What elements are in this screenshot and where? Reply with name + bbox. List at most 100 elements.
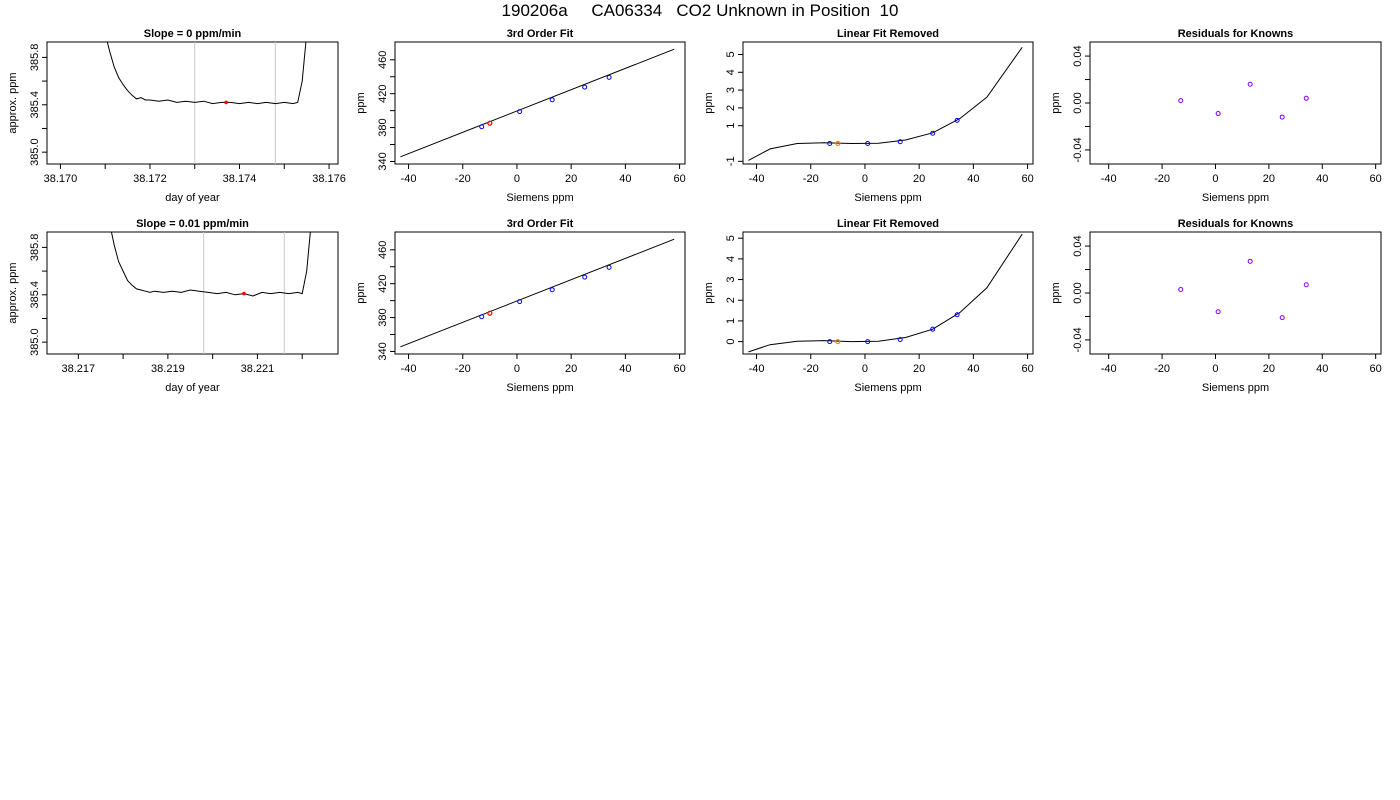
x-axis-label: Siemens ppm — [1202, 382, 1269, 394]
residual-point — [1279, 114, 1285, 120]
known-standard-point — [954, 117, 960, 123]
known-standard-point — [549, 287, 555, 293]
known-standard-point — [865, 339, 871, 345]
plot-frame — [1089, 231, 1382, 355]
x-axis: -40 -20 0 20 40 60 — [401, 164, 686, 185]
plot-area — [400, 48, 675, 158]
panel-title: 3rd Order Fit — [507, 28, 574, 40]
x-tick-label: 0 — [514, 173, 520, 185]
unknown-mean-point — [224, 100, 228, 105]
x-axis: -40 -20 0 20 40 60 — [401, 354, 686, 375]
x-axis-label: Siemens ppm — [506, 382, 573, 394]
x-tick-label: -20 — [455, 173, 471, 185]
unknown-sample-point — [487, 310, 493, 316]
y-tick-label: 385.0 — [29, 138, 41, 166]
x-tick-label: -20 — [1154, 173, 1170, 185]
panel-title: 3rd Order Fit — [507, 218, 574, 230]
plot-frame — [46, 41, 339, 165]
x-tick-label: 40 — [967, 173, 979, 185]
x-tick-label: 20 — [1263, 173, 1275, 185]
x-tick-label: 38.176 — [312, 173, 346, 185]
known-standard-point — [582, 84, 588, 90]
panel-2: 3rd Order Fit -40 -20 0 20 40 60 Siemens ppm 340… — [355, 28, 686, 204]
unknown-sample-point — [487, 120, 493, 126]
x-tick-label: 38.174 — [223, 173, 257, 185]
x-tick-label: 60 — [1370, 173, 1382, 185]
plot-area — [748, 47, 1023, 161]
x-axis: 38.170 38.172 38.174 38.176 — [44, 164, 346, 185]
x-tick-label: -20 — [455, 363, 471, 375]
fit-curve — [400, 238, 675, 348]
plot-area — [748, 233, 1023, 353]
plot-frame — [394, 41, 686, 165]
page-title: 190206a CA06334 CO2 Unknown in Position … — [501, 1, 899, 20]
x-tick-label: 38.170 — [44, 173, 78, 185]
x-tick-label: -20 — [1154, 363, 1170, 375]
panel-3: Linear Fit Removed -40 -20 0 20 40 60 Siemens p… — [703, 28, 1034, 204]
x-tick-label: 38.219 — [151, 363, 185, 375]
plot-area — [400, 238, 675, 348]
known-standard-point — [930, 326, 936, 332]
x-tick-label: 40 — [1316, 363, 1328, 375]
y-tick-label: 2 — [725, 105, 737, 111]
residual-point — [1303, 95, 1309, 101]
y-axis: 385.0 385.4 385.8 — [29, 234, 47, 356]
y-tick-label: 1 — [725, 318, 737, 324]
plot-frame — [46, 231, 339, 355]
unknown-sample-point — [835, 338, 841, 345]
x-tick-label: 20 — [565, 173, 577, 185]
x-axis-label: Siemens ppm — [506, 192, 573, 204]
plot-area — [1178, 258, 1309, 321]
residual-point — [1215, 111, 1221, 117]
y-tick-label: -1 — [725, 156, 737, 166]
x-tick-label: 40 — [619, 363, 631, 375]
y-axis: 0 1 2 3 4 5 — [725, 235, 743, 345]
x-tick-label: 0 — [514, 363, 520, 375]
y-tick-label: 385.8 — [29, 234, 41, 262]
y-tick-label: 3 — [725, 87, 737, 93]
x-tick-label: -40 — [401, 173, 417, 185]
x-axis-label: day of year — [165, 192, 220, 204]
panel-title: Residuals for Knowns — [1178, 28, 1294, 40]
plot-area — [1178, 81, 1309, 120]
y-tick-label: 0.04 — [1072, 45, 1084, 66]
known-standard-point — [517, 299, 523, 305]
residual-point — [1247, 258, 1253, 264]
y-tick-label: 385.0 — [29, 328, 41, 356]
y-tick-label: 0.00 — [1072, 282, 1084, 303]
known-standard-point — [897, 337, 903, 343]
y-axis-label: ppm — [1050, 92, 1062, 113]
y-axis-label: ppm — [703, 92, 715, 113]
x-axis-label: day of year — [165, 382, 220, 394]
x-tick-label: 40 — [1316, 173, 1328, 185]
known-standard-point — [930, 130, 936, 136]
panel-title: Residuals for Knowns — [1178, 218, 1294, 230]
fit-curve — [400, 48, 675, 158]
known-standard-point — [606, 264, 612, 270]
y-tick-label: 380 — [377, 308, 389, 326]
y-tick-label: 4 — [725, 256, 737, 262]
x-tick-label: 0 — [862, 173, 868, 185]
y-axis: 385.0 385.4 385.8 — [29, 44, 47, 166]
y-axis: -0.04 0.00 0.04 — [1072, 235, 1090, 352]
x-tick-label: 0 — [1212, 363, 1218, 375]
y-axis: 340 380 420 460 — [377, 241, 395, 361]
y-tick-label: 340 — [377, 342, 389, 360]
plot-frame — [1089, 41, 1382, 165]
x-tick-label: 0 — [862, 363, 868, 375]
residual-point — [1178, 98, 1184, 104]
x-tick-label: 38.172 — [133, 173, 167, 185]
x-tick-label: 20 — [913, 363, 925, 375]
residual-point — [1303, 282, 1309, 288]
known-standard-point — [827, 339, 833, 345]
known-standard-point — [479, 314, 485, 320]
y-tick-label: 5 — [725, 51, 737, 57]
known-standard-point — [954, 312, 960, 318]
y-axis-label: ppm — [703, 282, 715, 303]
x-tick-label: -40 — [749, 173, 765, 185]
data-series-line — [110, 232, 311, 297]
panel-5: Slope = 0.01 ppm/min 38.217 38.219 38.221 da… — [7, 218, 339, 394]
y-axis-label: ppm — [355, 282, 367, 303]
y-tick-label: 385.8 — [29, 44, 41, 72]
